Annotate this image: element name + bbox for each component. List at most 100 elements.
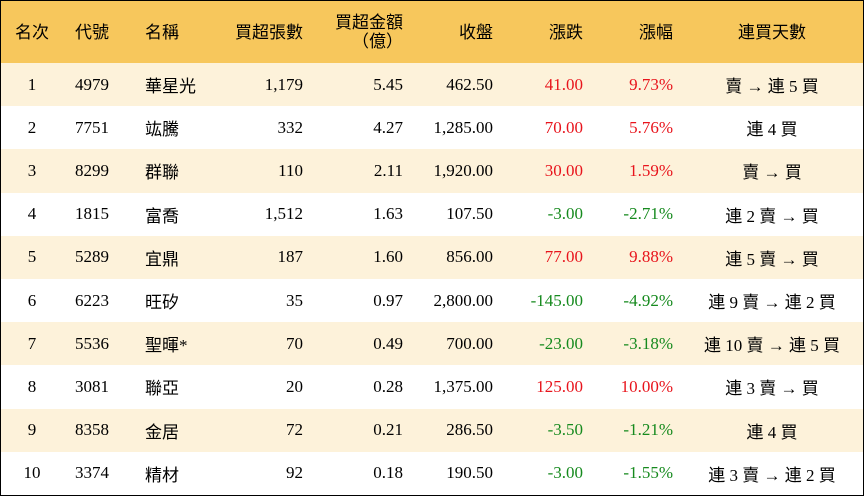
table-cell: 連 3 賣 → 買 [725,379,819,399]
table-cell: -2.71% [623,204,673,224]
table-cell: 2,800.00 [433,290,494,310]
table-cell: 125.00 [536,376,583,396]
table-cell: 4979 [75,74,109,94]
table-cell: 856.00 [446,247,493,267]
table-cell: 華星光 [145,77,196,97]
table-cell: 190.50 [446,463,493,483]
header-cell: 漲跌 [496,1,585,63]
table-cell: 5 [27,247,37,267]
data-row: 5 5289 宜鼎 187 1.60 856.00 77.00 9.88% 連 5 賣 → 買 [1,235,863,279]
header-cell: 收盤 [406,1,495,63]
table-cell: 10 [23,463,41,483]
header-text: 代號 [75,22,109,42]
table-cell: 1.59% [629,160,673,180]
table-cell: 群聯 [145,163,179,183]
table-cell: 20 [286,376,303,396]
table-cell: 107.50 [446,204,493,224]
table-cell: 連 4 買 [746,422,798,442]
table-cell: -3.00 [547,204,583,224]
table-cell: 3 [27,160,37,180]
table-cell: 8299 [75,160,109,180]
table-cell: 0.21 [373,420,403,440]
table-cell: -3.50 [547,420,583,440]
table-cell: 5289 [75,247,109,267]
table-cell: 9 [27,420,37,440]
table-cell: 賣 → 買 [742,163,802,183]
data-row: 8 3081 聯亞 20 0.28 1,375.00 125.00 10.00% 連 3 賣 →… [1,365,863,409]
table-cell: 連 5 賣 → 買 [725,249,819,269]
table-cell: 10.00% [620,376,673,396]
table-cell: 0.28 [373,376,403,396]
table-cell: 8 [27,376,37,396]
table-cell: 連 9 賣 → 連 2 買 [708,293,836,313]
table-cell: 1,285.00 [433,117,494,137]
table-cell: -3.00 [547,463,583,483]
table-cell: 3374 [75,463,109,483]
header-cell: 連買天數 [681,1,863,63]
table-cell: 聖暉* [145,336,188,356]
table-cell: 92 [286,463,303,483]
header-cell: 買超金額 （億） [306,1,405,63]
table-cell: 富喬 [145,206,179,226]
table-cell: 1,920.00 [433,160,494,180]
header-text: 漲跌 [549,22,583,42]
table-cell: 2 [27,117,37,137]
table-cell: 聯亞 [145,379,179,399]
table-cell: 35 [286,290,303,310]
table-cell: 連 10 賣 → 連 5 買 [704,336,840,356]
table-cell: 5.76% [629,117,673,137]
table-cell: 1815 [75,204,109,224]
table-cell: 1,512 [264,204,303,224]
table-cell: 72 [286,420,303,440]
table-cell: 286.50 [446,420,493,440]
table-cell: 竑騰 [145,120,179,140]
header-text: 買超張數 [235,22,303,42]
table-cell: 9.73% [629,74,673,94]
header-text: 買超金額 [335,13,403,32]
table-cell: 賣 → 連 5 買 [725,77,819,97]
table-cell: 1,179 [264,74,303,94]
table-cell: 1.63 [373,204,403,224]
table-cell: 1.60 [373,247,403,267]
table-cell: 4.27 [373,117,403,137]
table-cell: 金居 [145,422,179,442]
header-cell: 買超張數 [211,1,305,63]
table-cell: 連 4 買 [746,120,798,140]
table-cell: 4 [27,204,37,224]
header-text: 漲幅 [639,22,673,42]
data-row: 4 1815 富喬 1,512 1.63 107.50 -3.00 -2.71% 連 2 賣 →… [1,192,863,236]
table-cell: 2.11 [373,160,403,180]
table-cell: 0.18 [373,463,403,483]
table-cell: 9.88% [629,247,673,267]
table-cell: 70.00 [544,117,583,137]
header-row: 名次 代號 名稱 買超張數 買超金額 （億） 收盤 漲跌 漲幅 連買天數 [1,1,863,63]
table-cell: 110 [278,160,303,180]
header-cell: 名稱 [141,1,211,63]
table-cell: 0.49 [373,333,403,353]
header-text: 名次 [15,22,49,42]
data-row: 6 6223 旺矽 35 0.97 2,800.00 -145.00 -4.92% 連 9 賣 … [1,279,863,323]
table-cell: 187 [277,247,304,267]
data-row: 3 8299 群聯 110 2.11 1,920.00 30.00 1.59% 賣 → 買 [1,149,863,193]
data-row: 2 7751 竑騰 332 4.27 1,285.00 70.00 5.76% 連 4 買 [1,106,863,150]
table-cell: 5.45 [373,74,403,94]
table-cell: 0.97 [373,290,403,310]
header-text: 名稱 [145,22,179,42]
table-cell: 8358 [75,420,109,440]
table-cell: 1 [27,74,37,94]
table-cell: 旺矽 [145,293,179,313]
table-cell: 連 3 賣 → 連 2 買 [708,465,836,485]
table-cell: -4.92% [623,290,673,310]
data-row: 1 4979 華星光 1,179 5.45 462.50 41.00 9.73% 賣 → 連 5… [1,63,863,107]
table-cell: 3081 [75,376,109,396]
table-cell: -3.18% [623,333,673,353]
data-row: 7 5536 聖暉* 70 0.49 700.00 -23.00 -3.18% 連 10 賣 →… [1,322,863,366]
header-text: （億） [352,32,403,51]
table-cell: 7751 [75,117,109,137]
table-cell: 宜鼎 [145,249,179,269]
table-cell: 1,375.00 [433,376,494,396]
table-cell: 連 2 賣 → 買 [725,206,819,226]
table-cell: -1.55% [623,463,673,483]
table-cell: 7 [27,333,37,353]
